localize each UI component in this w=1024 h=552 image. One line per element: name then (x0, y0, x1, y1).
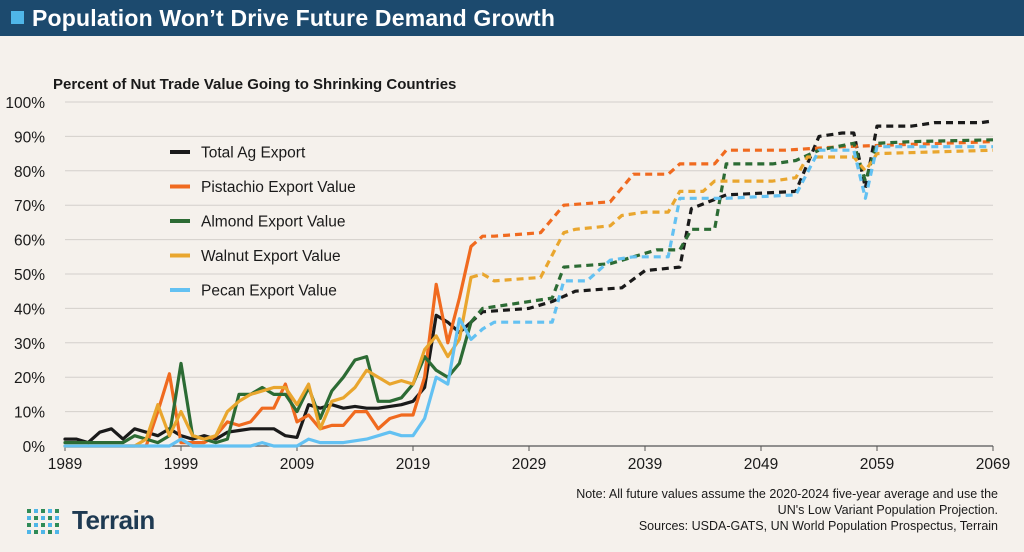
sources-line: Sources: USDA-GATS, UN World Population … (638, 519, 998, 533)
page-title: Population Won’t Drive Future Demand Gro… (32, 5, 556, 31)
y-tick-label: 30% (14, 336, 45, 353)
note-line-1: Note: All future values assume the 2020-… (576, 487, 998, 501)
legend-label-total-ag-export: Total Ag Export (201, 145, 306, 162)
terrain-logo-icon (27, 509, 59, 534)
x-tick-label: 2009 (280, 456, 314, 473)
terrain-logo-text: Terrain (72, 505, 155, 535)
y-tick-label: 20% (14, 370, 45, 387)
series-line-pecan-export-value-historical (63, 317, 473, 448)
x-tick-label: 2029 (512, 456, 546, 473)
series-line-almond-export-value-historical (63, 320, 473, 445)
y-tick-label: 50% (14, 267, 45, 284)
x-tick-label: 1999 (164, 456, 198, 473)
legend-label-pecan-export-value: Pecan Export Value (201, 283, 337, 300)
x-tick-label: 2069 (976, 456, 1010, 473)
series-line-total-ag-export-projected (469, 119, 994, 324)
note-line-2: UN's Low Variant Population Projection. (777, 503, 998, 517)
y-tick-label: 100% (5, 95, 45, 112)
legend-label-almond-export-value: Almond Export Value (201, 214, 345, 231)
y-tick-label: 60% (14, 233, 45, 250)
legend-label-walnut-export-value: Walnut Export Value (201, 248, 341, 265)
series-line-walnut-export-value-projected (470, 148, 994, 283)
y-tick-label: 0% (23, 439, 46, 456)
series-line-total-ag-export-historical (63, 313, 473, 445)
y-tick-label: 80% (14, 164, 45, 181)
x-tick-label: 2039 (628, 456, 662, 473)
series-line-walnut-export-value-historical (63, 275, 473, 448)
header-square-icon (11, 11, 24, 24)
x-tick-label: 2059 (860, 456, 894, 473)
footnote: Note: All future values assume the 2020-… (478, 486, 998, 534)
header-banner: Population Won’t Drive Future Demand Gro… (0, 0, 1024, 36)
series-line-pecan-export-value-projected (469, 145, 993, 341)
x-tick-label: 1989 (48, 456, 82, 473)
y-tick-label: 40% (14, 301, 45, 318)
y-tick-label: 90% (14, 129, 45, 146)
legend-label-pistachio-export-value: Pistachio Export Value (201, 179, 356, 196)
chart-title: Percent of Nut Trade Value Going to Shri… (53, 76, 457, 93)
x-tick-label: 2049 (744, 456, 778, 473)
series-line-pistachio-export-value-historical (63, 244, 473, 448)
series-line-pistachio-export-value-projected (469, 140, 994, 248)
series-line-almond-export-value-projected (469, 138, 994, 324)
y-tick-label: 10% (14, 405, 45, 422)
x-tick-label: 2019 (396, 456, 430, 473)
y-tick-label: 70% (14, 198, 45, 215)
